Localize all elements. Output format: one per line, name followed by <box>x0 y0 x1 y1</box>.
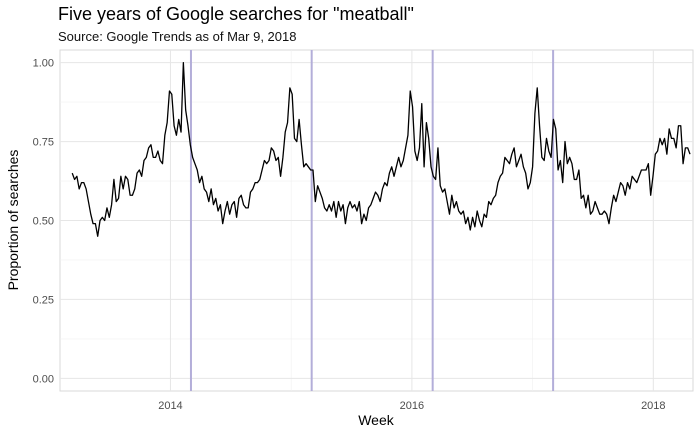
y-tick-labels: 0.00 0.25 0.50 0.75 1.00 <box>33 58 54 386</box>
chart-subtitle: Source: Google Trends as of Mar 9, 2018 <box>58 29 297 44</box>
y-tick-label: 0.25 <box>33 294 54 306</box>
x-tick-labels: 2014 2016 2018 <box>158 400 665 412</box>
y-tick-label: 0.00 <box>33 373 54 385</box>
chart-title: Five years of Google searches for "meatb… <box>58 4 414 24</box>
grid-major <box>60 50 693 391</box>
x-tick-label: 2016 <box>400 400 424 412</box>
y-tick-label: 0.75 <box>33 137 54 149</box>
x-axis-title: Week <box>358 412 395 428</box>
y-axis-title: Proportion of searches <box>5 150 21 291</box>
y-tick-label: 1.00 <box>33 58 54 70</box>
series-line <box>71 61 691 237</box>
reference-lines <box>189 50 555 391</box>
y-tick-label: 0.50 <box>33 216 54 228</box>
x-tick-label: 2014 <box>158 400 182 412</box>
x-tick-label: 2018 <box>641 400 665 412</box>
